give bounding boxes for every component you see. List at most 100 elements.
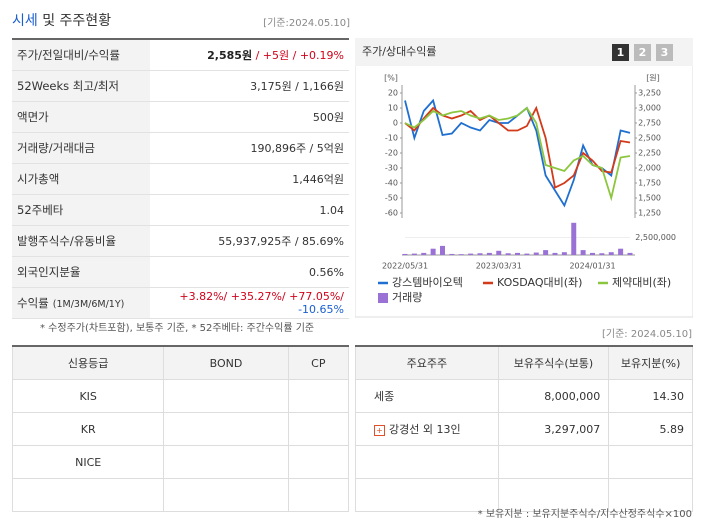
- note: * 수정주가(차트포함), 보통주 기준, * 52주베타: 주간수익률 기준: [40, 323, 315, 334]
- cell-text: 세종: [374, 390, 395, 403]
- volume-bar: [571, 222, 577, 255]
- y-axis-label: [%]: [384, 74, 398, 83]
- cell: [608, 478, 693, 512]
- value: 190,896주 / 5억원: [250, 142, 344, 155]
- cell: [287, 445, 350, 479]
- volume-bar: [458, 254, 464, 255]
- cell-text: 8,000,000: [544, 389, 601, 403]
- row: 액면가 500원: [12, 101, 349, 133]
- header-cell: 보유주식수(보통): [497, 345, 610, 380]
- volume-bar: [440, 245, 445, 255]
- row: 거래량/거래대금 190,896주 / 5억원: [12, 132, 349, 164]
- y2-tick-label: 2,000: [638, 164, 661, 173]
- row: + 강경선 외 13인 3,297,007 5.89: [355, 412, 693, 446]
- y-tick-label: -10: [385, 134, 398, 143]
- row: 발행주식수/유동비율 55,937,925주 / 85.69%: [12, 225, 349, 257]
- value: 3,175원 / 1,166원: [250, 80, 344, 93]
- y2-tick-label: 1,750: [638, 179, 661, 188]
- cell: KIS: [11, 379, 165, 413]
- value: +3.82%/: [179, 290, 228, 303]
- volume-bar: [599, 253, 605, 255]
- header-cell: CP: [287, 345, 350, 380]
- label: 액면가: [17, 110, 49, 124]
- label: 52주베타: [17, 203, 64, 217]
- value: / +0.19%: [289, 49, 344, 62]
- cell: + 강경선 외 13인: [355, 412, 499, 446]
- value-cell: 1.04: [150, 194, 349, 226]
- value: 0.56%: [309, 265, 344, 279]
- value-cell: +3.82%/ +35.27%/ +77.05%/ -10.65%: [150, 287, 349, 319]
- legend-swatch: [378, 293, 388, 303]
- chart-frame: [355, 38, 693, 318]
- cell: [355, 445, 499, 479]
- cell: [287, 379, 350, 413]
- tab-button[interactable]: [634, 44, 651, 61]
- y2-tick-label: 3,250: [638, 89, 661, 98]
- row: 52주베타 1.04: [12, 194, 349, 226]
- tab-button[interactable]: [656, 44, 673, 61]
- v-tick-label: 2,500,000: [635, 233, 676, 242]
- volume-bar: [449, 253, 455, 255]
- header-cell: 신용등급: [11, 345, 165, 380]
- volume-bar: [468, 253, 474, 255]
- cell-text: NICE: [75, 455, 102, 469]
- label: 주가/전일대비/수익률: [17, 48, 120, 62]
- x-tick-label: 2024/01/31: [569, 262, 615, 271]
- cell-text: KIS: [79, 389, 97, 403]
- credit-table: 신용등급 BOND CP KIS KR NICE: [11, 345, 350, 512]
- volume-bar: [505, 253, 511, 255]
- x-tick-label: 2023/03/31: [476, 262, 522, 271]
- volume-bar: [608, 252, 614, 255]
- header-cell: BOND: [163, 345, 289, 380]
- value-cell: 55,937,925주 / 85.69%: [150, 225, 349, 257]
- tab-button[interactable]: [612, 44, 629, 61]
- row: 세종 8,000,000 14.30: [355, 379, 693, 413]
- cell: [11, 478, 165, 512]
- sublabel: (1M/3M/6M/1Y): [52, 299, 125, 310]
- row: KIS: [11, 379, 350, 413]
- volume-bar: [580, 250, 586, 255]
- value-cell: 3,175원 / 1,166원: [150, 70, 349, 102]
- value: 2,585원: [207, 49, 253, 62]
- cell: KR: [11, 412, 165, 446]
- cell: [287, 478, 350, 512]
- y-tick-label: 10: [388, 104, 398, 113]
- value-cell: 500원: [150, 101, 349, 133]
- volume-bar: [402, 253, 408, 255]
- holders-table: 주요주주 보유주식수(보통) 보유지분(%) 세종 8,000,000 14.30 + 강경선…: [355, 345, 693, 512]
- cell: [497, 478, 610, 512]
- tab-label: 1: [617, 46, 625, 59]
- value: / +5원: [252, 49, 290, 62]
- title-main: 시세: [12, 13, 38, 29]
- y2-tick-label: 1,500: [638, 194, 661, 203]
- cell: [163, 445, 289, 479]
- tab-label: 3: [661, 46, 669, 59]
- value: +35.27%/: [227, 290, 286, 303]
- cell: [355, 478, 499, 512]
- label-cell: 외국인지분율: [12, 256, 150, 288]
- header-cell: 주요주주: [355, 345, 499, 380]
- y2-axis-label: [원]: [646, 74, 660, 83]
- legend-label: 제약대비(좌): [612, 275, 671, 289]
- y-tick-label: 0: [393, 119, 398, 128]
- tab-label: 2: [639, 46, 647, 59]
- volume-bar: [561, 252, 567, 255]
- date: [기준:2024.05.10]: [263, 18, 350, 29]
- value: 1,446억원: [292, 173, 344, 186]
- label: 시가총액: [17, 172, 60, 186]
- holders-note: * 보유지분 : 보유지분주식수/지수산정주식수×100: [477, 509, 692, 520]
- row: [355, 445, 693, 479]
- header-row: 신용등급 BOND CP: [11, 345, 350, 380]
- cell: [608, 445, 693, 479]
- legend-label: KOSDAQ대비(좌): [497, 276, 582, 289]
- volume-bar: [533, 252, 539, 255]
- volume-bar: [496, 250, 502, 255]
- volume-bar: [543, 250, 549, 255]
- label: 거래량/거래대금: [17, 141, 95, 155]
- row: 주가/전일대비/수익률 2,585원 / +5원 / +0.19%: [12, 39, 349, 71]
- line: [404, 106, 631, 202]
- value: 1.04: [319, 203, 345, 217]
- volume-bar: [411, 253, 417, 255]
- label: 발행주식수/유동비율: [17, 234, 117, 248]
